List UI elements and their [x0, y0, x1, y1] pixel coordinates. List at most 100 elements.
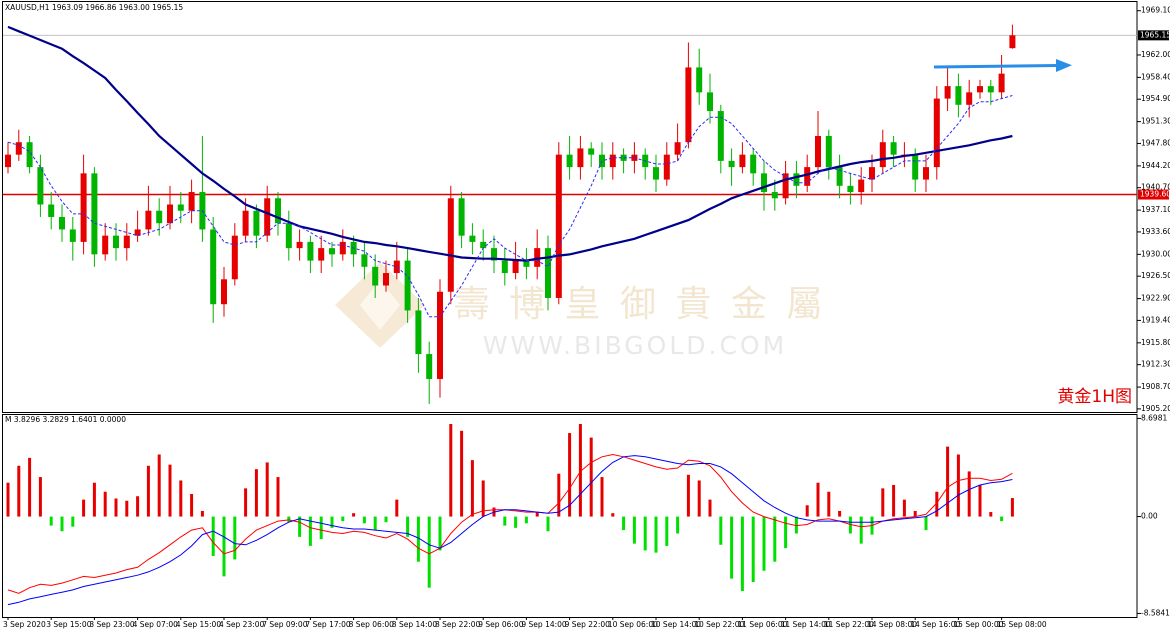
- moving-average: [7, 95, 1013, 318]
- macd-bar: [665, 516, 669, 546]
- x-tick-label: 11 Sep 06:00: [737, 620, 787, 629]
- candle-body: [102, 235, 109, 255]
- candle-body: [480, 241, 487, 249]
- candle-body: [80, 173, 87, 242]
- candle-body: [977, 86, 983, 93]
- y-tick-label: 1905.20: [1141, 404, 1170, 413]
- macd-bar: [740, 516, 744, 592]
- macd-bar: [632, 516, 636, 544]
- candle-body: [890, 142, 897, 155]
- candle-body: [372, 266, 379, 286]
- candle-body: [545, 248, 551, 298]
- candle-body: [318, 248, 325, 261]
- candle-body: [188, 192, 195, 211]
- macd-bar: [654, 516, 658, 553]
- x-tick-label: 4 Sep 23:00: [219, 620, 265, 629]
- macd-bar: [881, 488, 885, 517]
- macd-bar: [92, 482, 96, 517]
- macd-bar: [719, 516, 723, 545]
- candle-body: [685, 67, 692, 143]
- macd-bar: [589, 437, 593, 517]
- candle-body: [717, 111, 724, 161]
- candle-body: [329, 248, 335, 255]
- macd-bar: [416, 516, 420, 562]
- macd-bar: [330, 516, 334, 528]
- macd-bar: [406, 516, 410, 537]
- candle-body: [415, 310, 422, 355]
- arrow-annotation: [933, 59, 1072, 72]
- macd-bar: [49, 516, 53, 526]
- candle-body: [210, 229, 217, 305]
- candle-body: [37, 167, 44, 205]
- y-tick-label: 1908.70: [1141, 382, 1170, 391]
- candle-body: [739, 154, 746, 168]
- candle-body: [879, 142, 886, 168]
- x-tick-label: 14 Sep 16:00: [910, 620, 960, 629]
- macd-bar: [773, 516, 777, 562]
- candle-body: [296, 241, 303, 249]
- macd-bar: [460, 430, 464, 517]
- candle-body: [69, 229, 76, 242]
- candle-body: [48, 204, 55, 217]
- y-tick-label: 1926.50: [1141, 271, 1170, 280]
- macd-bar: [535, 512, 539, 517]
- candle-body: [944, 86, 951, 99]
- x-tick-label: 8 Sep 14:00: [392, 620, 438, 629]
- macd-bar: [438, 516, 442, 551]
- y-tick-label: 1930.00: [1141, 249, 1170, 258]
- macd-bar: [265, 462, 269, 517]
- candle-body: [1009, 35, 1016, 49]
- macd-bar: [697, 480, 701, 517]
- macd-bar: [913, 510, 917, 517]
- candle-body: [836, 167, 843, 186]
- candle-body: [620, 154, 627, 161]
- y-tick-label: 1951.30: [1141, 117, 1170, 126]
- candle-body: [491, 248, 497, 261]
- candle-body: [987, 86, 994, 93]
- candle-body: [264, 198, 271, 236]
- macd-bar: [978, 484, 982, 517]
- macd-bar: [125, 500, 129, 517]
- candle-body: [156, 210, 163, 224]
- candle-body: [728, 160, 735, 168]
- macd-bar: [362, 516, 366, 524]
- candle-body: [26, 142, 33, 168]
- price-panel-title: XAUUSD,H1 1963.09 1966.86 1963.00 1965.1…: [5, 3, 183, 12]
- watermark: 壽 博 皇 御 貴 金 屬 WWW.BIBGOLD.COM: [335, 262, 822, 360]
- macd-bar: [924, 516, 928, 531]
- macd-bar: [38, 477, 42, 517]
- macd-bar: [395, 499, 399, 517]
- candle-body: [869, 167, 875, 180]
- macd-bar: [578, 424, 582, 517]
- x-tick-label: 9 Sep 14:00: [521, 620, 567, 629]
- macd-bar: [341, 516, 345, 522]
- candle-body: [339, 241, 346, 255]
- level-label-box: [1138, 189, 1169, 200]
- candle-body: [782, 173, 789, 199]
- candle-body: [966, 92, 973, 105]
- candle-body: [912, 154, 919, 180]
- candle-body: [242, 210, 249, 236]
- macd-bar: [600, 477, 604, 517]
- macd-bar: [287, 516, 291, 523]
- price-panel-frame: [2, 1, 1138, 413]
- x-tick-label: 3 Sep 23:00: [89, 620, 135, 629]
- y-tick-label: 1937.10: [1141, 205, 1170, 214]
- x-tick-label: 4 Sep 15:00: [176, 620, 222, 629]
- x-tick-label: 10 Sep 22:00: [694, 620, 744, 629]
- moving-average: [7, 25, 1013, 262]
- macd-bar: [276, 477, 280, 517]
- macd-bar: [751, 516, 755, 583]
- candle-body: [253, 210, 260, 236]
- candle-body: [458, 198, 465, 236]
- candle-body: [955, 86, 962, 105]
- candle-body: [588, 148, 595, 155]
- candle-body: [523, 260, 530, 267]
- y-tick-label: 1958.40: [1141, 72, 1170, 81]
- macd-bar: [1010, 498, 1014, 517]
- y-tick-label: 0.00: [1141, 512, 1158, 521]
- macd-bar: [503, 516, 507, 526]
- arrow-head: [1056, 59, 1072, 72]
- macd-bar: [254, 469, 258, 517]
